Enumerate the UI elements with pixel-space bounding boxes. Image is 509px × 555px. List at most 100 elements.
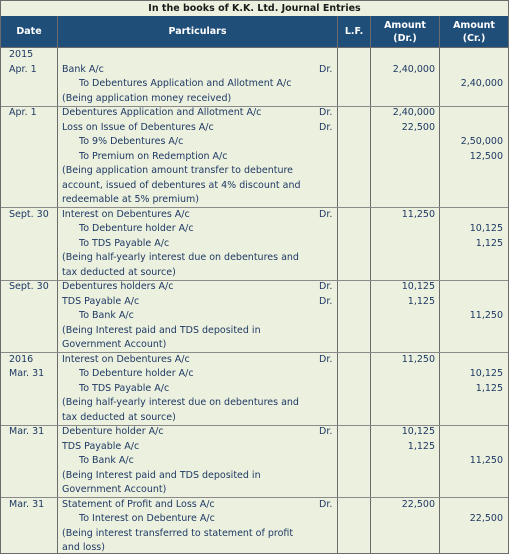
row-date [9, 512, 57, 526]
header-amount-cr-line2: (Cr.) [462, 32, 486, 44]
row-particulars: To Premium on Redemption A/c [79, 150, 228, 162]
row-date [9, 92, 57, 106]
row-lf [319, 222, 335, 236]
entry-divider [1, 424, 508, 426]
row-amount-dr [371, 527, 435, 541]
row-amount-dr [371, 150, 435, 164]
row-lf [319, 512, 335, 526]
row-lf [319, 92, 335, 106]
row-amount-dr: 11,250 [401, 208, 435, 220]
row-date [9, 135, 57, 149]
row-date [9, 251, 57, 265]
row-amount-cr [440, 338, 503, 352]
row-amount-dr [371, 382, 435, 396]
row-date [9, 411, 57, 425]
row-particulars: Debentures holders A/c [62, 281, 174, 292]
row-amount-cr [440, 63, 503, 77]
row-amount-dr [371, 454, 435, 468]
header-amount-cr-line1: Amount [453, 19, 495, 31]
row-particulars: To Interest on Debenture A/c [79, 513, 215, 524]
row-particulars: Interest on Debentures A/c [62, 208, 190, 220]
row-lf [319, 396, 335, 410]
row-date [9, 469, 57, 483]
row-particulars: To TDS Payable A/c [79, 237, 170, 249]
row-date [9, 382, 57, 396]
row-particulars: tax deducted at source) [62, 266, 176, 278]
row-particulars: To Debenture holder A/c [79, 223, 194, 234]
row-date: Sept. 30 [9, 208, 49, 220]
row-amount-cr [440, 106, 503, 120]
row-amount-dr: 22,500 [401, 121, 435, 133]
row-amount-cr [440, 425, 503, 439]
row-amount-dr [371, 338, 435, 352]
row-particulars: To TDS Payable A/c [79, 382, 170, 394]
row-lf [319, 193, 335, 207]
row-lf [319, 382, 335, 396]
row-amount-dr [371, 237, 435, 251]
entry-divider [1, 105, 508, 107]
row-lf [319, 251, 335, 265]
row-amount-dr [371, 469, 435, 483]
row-particulars: To Debenture holder A/c [79, 368, 194, 379]
row-amount-cr [440, 527, 503, 541]
row-lf: Dr. [319, 208, 333, 220]
row-particulars: (Being half-yearly interest due on deben… [62, 252, 299, 263]
row-date: Mar. 31 [9, 368, 45, 379]
row-amount-cr: 10,125 [469, 223, 503, 234]
row-amount-dr [371, 512, 435, 526]
row-lf [319, 266, 335, 280]
row-amount-cr [440, 121, 503, 135]
row-particulars: Interest on Debentures A/c [62, 353, 190, 365]
row-date [9, 541, 57, 555]
row-date [9, 266, 57, 280]
row-amount-dr [371, 266, 435, 280]
row-amount-dr: 2,40,000 [392, 63, 435, 75]
header-amount-dr-line1: Amount [384, 19, 426, 31]
row-amount-cr [440, 353, 503, 367]
column-divider [337, 16, 338, 553]
row-amount-dr: 22,500 [401, 498, 435, 510]
row-date: Apr. 1 [9, 107, 37, 118]
entry-divider [1, 207, 508, 208]
row-date: 2016 [9, 353, 34, 365]
row-lf [319, 483, 335, 497]
row-amount-cr [440, 440, 503, 454]
row-lf: Dr. [319, 281, 333, 292]
row-date [9, 338, 57, 352]
row-amount-cr [440, 469, 503, 483]
row-lf [319, 338, 335, 352]
row-amount-dr [371, 324, 435, 338]
row-amount-dr: 1,125 [407, 440, 435, 452]
row-amount-dr [371, 309, 435, 323]
row-amount-dr: 10,125 [401, 281, 435, 292]
row-particulars: TDS Payable A/c [62, 295, 140, 307]
row-particulars: (Being half-yearly interest due on deben… [62, 397, 299, 408]
row-amount-cr [440, 295, 503, 309]
row-amount-cr [440, 266, 503, 280]
row-date [9, 483, 57, 497]
row-amount-dr [371, 396, 435, 410]
row-lf [319, 541, 335, 555]
row-particulars: redeemable at 5% premium) [62, 194, 199, 205]
row-particulars: To 9% Debentures A/c [79, 136, 184, 147]
row-lf: Dr. [319, 295, 333, 307]
row-amount-dr [371, 541, 435, 555]
row-lf [319, 324, 335, 338]
row-amount-cr [440, 193, 503, 207]
row-date [9, 121, 57, 135]
row-amount-cr [440, 483, 503, 497]
row-amount-cr [440, 48, 503, 62]
table-title: In the books of K.K. Ltd. Journal Entrie… [148, 3, 361, 14]
row-lf: Dr. [319, 121, 333, 133]
row-amount-dr [371, 164, 435, 178]
row-particulars: (Being interest transferred to statement… [62, 527, 294, 539]
row-amount-cr: 11,250 [469, 310, 503, 321]
row-date [9, 193, 57, 207]
row-particulars: Debenture holder A/c [62, 426, 164, 437]
row-lf [319, 77, 335, 91]
header-amount-cr: Amount (Cr.) [440, 16, 508, 47]
row-amount-cr [440, 164, 503, 178]
row-date: Mar. 31 [9, 426, 45, 437]
row-lf: Dr. [319, 63, 333, 75]
column-divider [439, 16, 440, 553]
